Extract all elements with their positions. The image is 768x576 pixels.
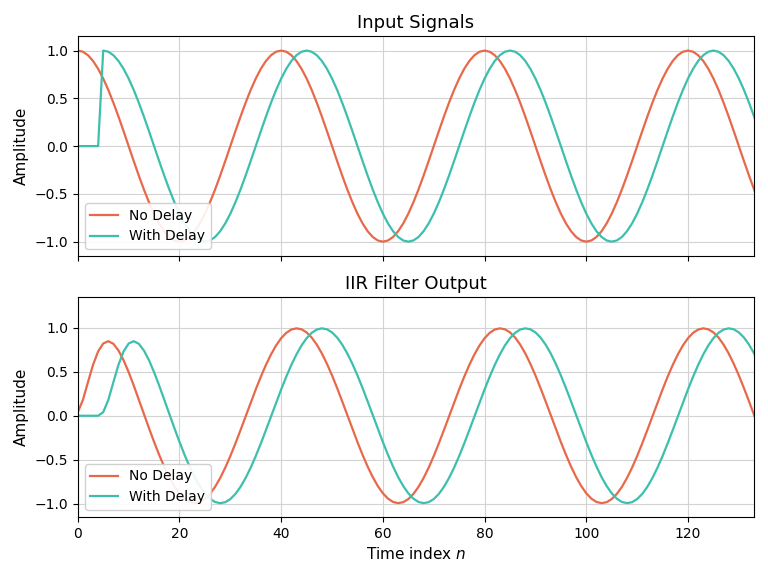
With Delay <box>73 412 82 419</box>
No Delay <box>719 341 728 348</box>
With Delay <box>445 172 454 179</box>
Line: No Delay: No Delay <box>78 51 760 242</box>
Title: Input Signals: Input Signals <box>357 14 475 32</box>
No Delay <box>714 86 723 93</box>
No Delay <box>571 473 581 480</box>
No Delay <box>73 47 82 54</box>
No Delay <box>190 500 200 507</box>
Line: No Delay: No Delay <box>78 328 760 503</box>
No Delay <box>668 58 677 65</box>
With Delay <box>755 361 764 367</box>
With Delay <box>439 483 449 490</box>
With Delay <box>98 47 108 54</box>
Legend: No Delay, With Delay: No Delay, With Delay <box>84 203 210 249</box>
With Delay <box>216 500 225 507</box>
X-axis label: Time index $n$: Time index $n$ <box>366 546 466 562</box>
With Delay <box>571 412 581 419</box>
With Delay <box>571 186 581 193</box>
No Delay <box>465 58 474 65</box>
No Delay <box>175 238 184 245</box>
With Delay <box>674 99 683 106</box>
No Delay <box>674 351 683 358</box>
Legend: No Delay, With Delay: No Delay, With Delay <box>84 464 210 510</box>
No Delay <box>73 408 82 415</box>
Y-axis label: Amplitude: Amplitude <box>14 107 29 185</box>
With Delay <box>755 128 764 135</box>
With Delay <box>200 238 210 245</box>
Title: IIR Filter Output: IIR Filter Output <box>345 275 487 293</box>
With Delay <box>719 52 728 59</box>
With Delay <box>521 325 530 332</box>
No Delay <box>495 325 505 332</box>
With Delay <box>465 427 474 434</box>
No Delay <box>236 113 245 120</box>
No Delay <box>439 427 449 434</box>
With Delay <box>674 413 683 420</box>
No Delay <box>567 228 576 234</box>
With Delay <box>470 99 479 106</box>
No Delay <box>755 199 764 206</box>
No Delay <box>236 427 245 434</box>
No Delay <box>755 425 764 432</box>
Line: With Delay: With Delay <box>78 51 760 242</box>
With Delay <box>73 143 82 150</box>
Y-axis label: Amplitude: Amplitude <box>14 367 29 446</box>
No Delay <box>465 362 474 369</box>
With Delay <box>236 483 245 490</box>
With Delay <box>241 172 250 179</box>
With Delay <box>719 326 728 333</box>
Line: With Delay: With Delay <box>78 328 760 503</box>
No Delay <box>439 113 449 120</box>
